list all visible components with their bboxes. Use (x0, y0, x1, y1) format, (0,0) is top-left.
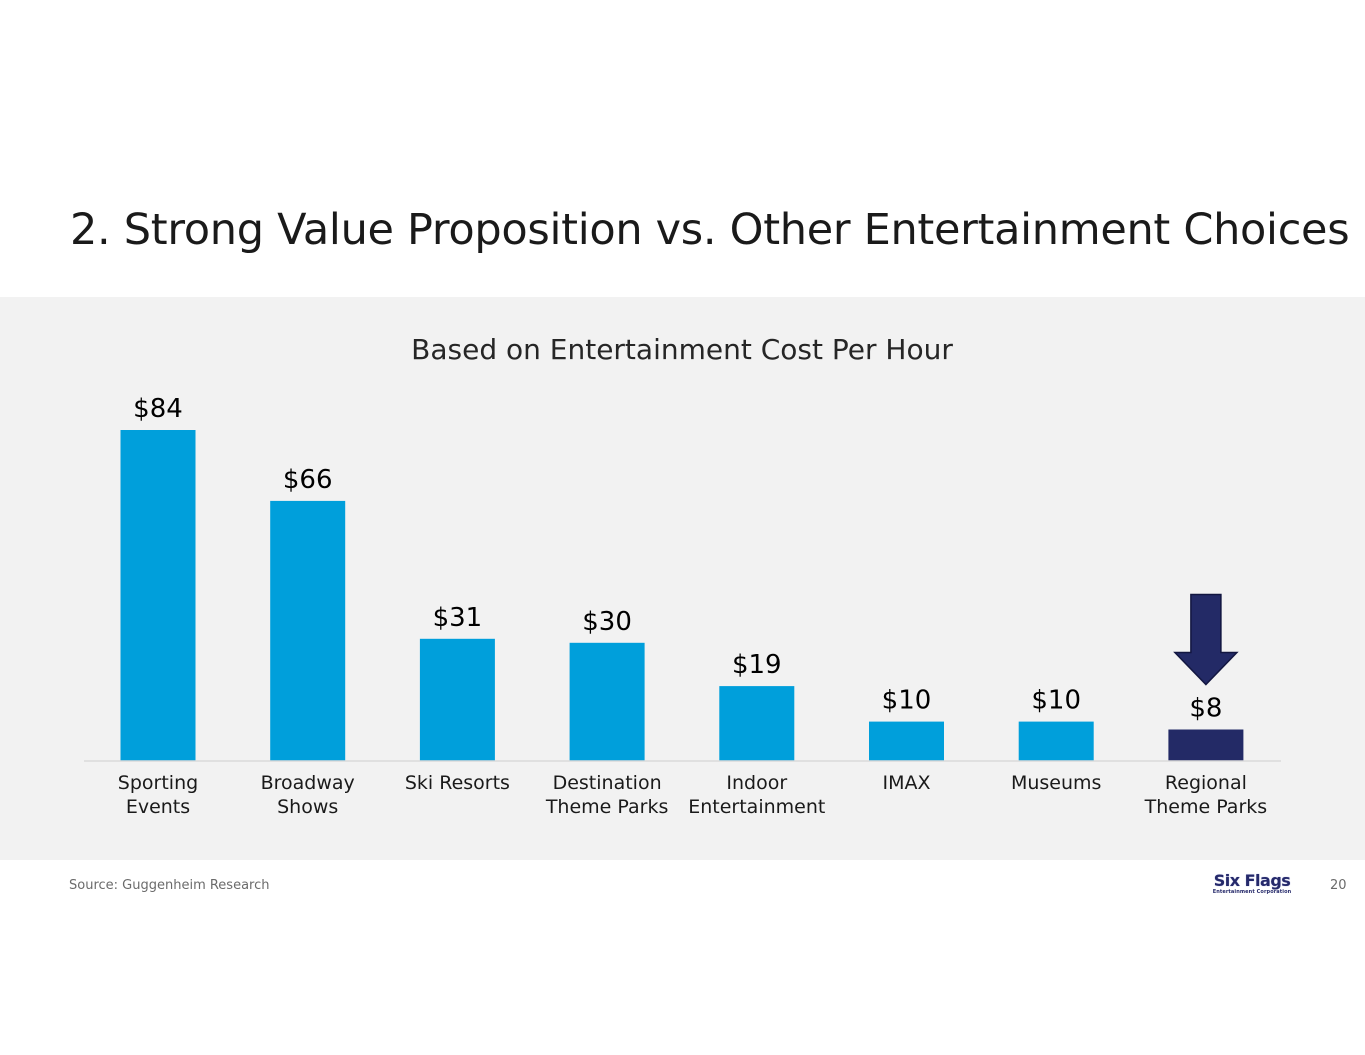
category-label-1: Broadway Shows (261, 772, 355, 818)
value-label-2: $31 (433, 603, 483, 633)
category-label-5: IMAX (882, 772, 930, 794)
bar-3 (569, 642, 645, 761)
bars-group (120, 430, 1244, 761)
value-label-5: $10 (882, 686, 932, 716)
category-label-3: Destination Theme Parks (545, 772, 669, 818)
bar-4 (719, 686, 795, 761)
category-label-line: Theme Parks (1144, 796, 1268, 818)
value-label-7: $8 (1189, 694, 1222, 724)
category-label-6: Museums (1011, 772, 1101, 794)
source-note: Source: Guggenheim Research (69, 878, 270, 893)
logo-wordmark: Six Flags (1213, 871, 1291, 890)
category-label-line: Entertainment (688, 796, 825, 818)
bar-1 (270, 500, 346, 761)
category-label-line: Shows (277, 796, 338, 818)
chart-panel: Based on Entertainment Cost Per Hour $84… (0, 297, 1365, 860)
page-number: 20 (1330, 878, 1347, 893)
value-label-3: $30 (582, 607, 632, 637)
highlight-arrow-group (1173, 593, 1239, 686)
bar-6 (1018, 721, 1094, 761)
bar-7 (1168, 729, 1244, 761)
category-label-line: IMAX (882, 772, 930, 794)
category-label-line: Broadway (261, 772, 355, 794)
chart-subtitle: Based on Entertainment Cost Per Hour (411, 333, 953, 366)
category-label-line: Sporting (118, 772, 198, 794)
value-label-1: $66 (283, 465, 333, 495)
category-label-line: Ski Resorts (405, 772, 510, 794)
bar-5 (869, 721, 944, 761)
value-label-6: $10 (1031, 686, 1081, 716)
bar-chart: Based on Entertainment Cost Per Hour $84… (84, 333, 1281, 818)
six-flags-logo: Six Flags Entertainment Corporation (1206, 873, 1298, 901)
value-label-4: $19 (732, 650, 782, 680)
bar-0 (120, 430, 196, 761)
category-label-4: Indoor Entertainment (688, 772, 825, 818)
category-label-line: Regional (1165, 772, 1247, 794)
value-label-0: $84 (133, 394, 183, 424)
category-label-line: Destination (553, 772, 662, 794)
category-label-line: Museums (1011, 772, 1101, 794)
category-label-line: Indoor (726, 772, 787, 794)
category-label-line: Events (126, 796, 190, 818)
category-label-0: Sporting Events (118, 772, 198, 818)
down-arrow-icon (1173, 593, 1239, 686)
category-label-7: Regional Theme Parks (1144, 772, 1268, 818)
slide-title: 2. Strong Value Proposition vs. Other En… (70, 205, 1350, 255)
category-label-line: Theme Parks (545, 796, 669, 818)
bar-2 (419, 638, 495, 761)
logo-subtitle: Entertainment Corporation (1212, 889, 1292, 895)
labels-group: $84 Sporting Events $66 Broadway Shows $31 Ski … (118, 394, 1267, 818)
category-label-2: Ski Resorts (405, 772, 510, 794)
